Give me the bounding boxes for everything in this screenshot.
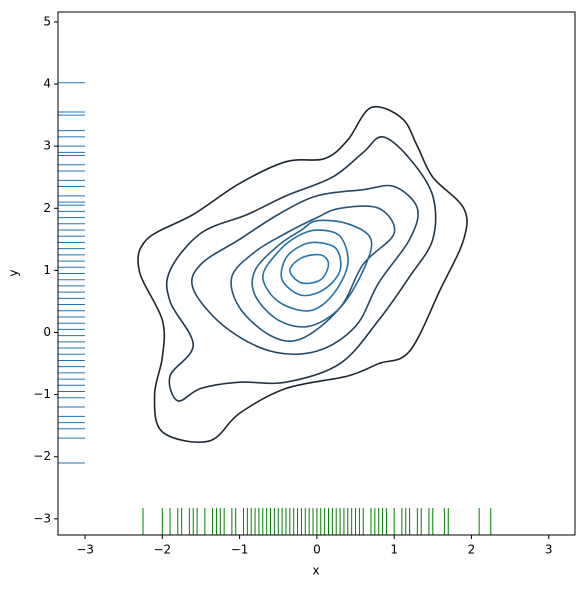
y-tick-label: 0 [43, 325, 51, 339]
x-axis-label: x [312, 564, 319, 578]
x-tick-label: 1 [390, 543, 398, 557]
y-tick-label: 3 [43, 139, 51, 153]
y-tick-label: 2 [43, 201, 51, 215]
y-tick-label: −1 [33, 387, 51, 401]
contour-line [137, 106, 468, 443]
contour-line [165, 136, 437, 402]
y-tick-label: 1 [43, 263, 51, 277]
x-tick-label: 2 [468, 543, 476, 557]
y-axis-label: y [7, 269, 21, 276]
contour-line [230, 205, 396, 342]
plot-frame [57, 11, 576, 536]
x-tick-label: 0 [313, 543, 321, 557]
x-tick-label: −1 [231, 543, 249, 557]
y-tick-label: −3 [33, 511, 51, 525]
x-tick-label: −2 [153, 543, 171, 557]
x-tick-label: 3 [545, 543, 553, 557]
contour-line [261, 229, 349, 312]
y-tick-label: 4 [43, 77, 51, 91]
x-tick-label: −3 [76, 543, 94, 557]
contour-line [190, 184, 419, 356]
contour-line [251, 219, 373, 328]
y-tick-label: −2 [33, 449, 51, 463]
contour-line [289, 253, 330, 285]
y-tick-label: 5 [43, 14, 51, 28]
contour-line [280, 241, 342, 297]
